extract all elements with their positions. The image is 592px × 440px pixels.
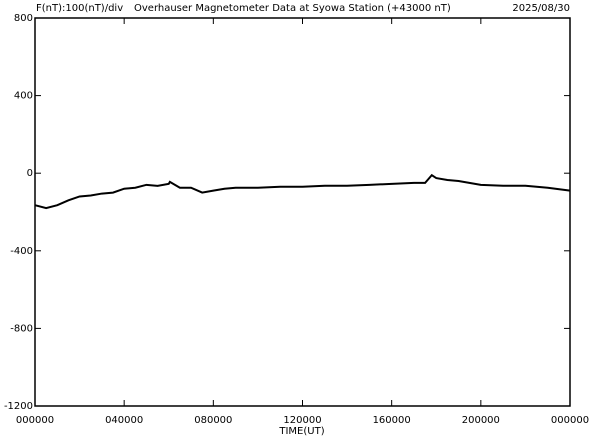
data-line <box>34 173 571 210</box>
plot-frame <box>34 17 571 407</box>
y-tick-label: -1200 <box>4 401 33 412</box>
chart-title: Overhauser Magnetometer Data at Syowa St… <box>134 3 451 14</box>
header-left: F(nT):100(nT)/div <box>36 3 123 14</box>
y-tick-label: 0 <box>27 168 33 179</box>
x-tick-label: 160000 <box>373 415 411 426</box>
x-tick-label: 080000 <box>194 415 232 426</box>
x-axis-label: TIME(UT) <box>278 426 324 437</box>
x-tick-label: 040000 <box>105 415 143 426</box>
y-tick-label: -400 <box>10 246 33 257</box>
y-tick-label: -800 <box>10 323 33 334</box>
x-tick-label: 120000 <box>283 415 321 426</box>
y-tick-label: 800 <box>14 13 33 24</box>
x-tick-label: 000000 <box>16 415 54 426</box>
y-tick-label: 400 <box>14 91 33 102</box>
chart-date: 2025/08/30 <box>512 3 570 14</box>
x-tick-label: 000000 <box>551 415 589 426</box>
x-tick-label: 200000 <box>462 415 500 426</box>
